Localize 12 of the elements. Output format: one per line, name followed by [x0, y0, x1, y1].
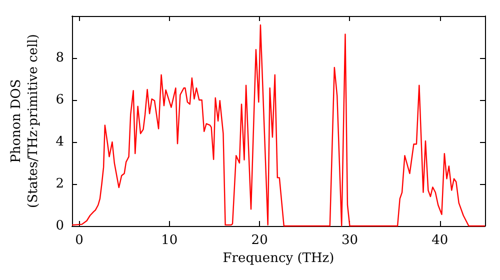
y-axis-title: Phonon DOS (States/THz·primitive cell): [9, 34, 41, 208]
y-tick-label: 6: [56, 92, 64, 108]
y-tick-label: 8: [56, 50, 64, 66]
y-tick-label: 2: [56, 176, 64, 192]
y-tick-label: 0: [56, 218, 64, 234]
x-tick-label: 10: [161, 233, 178, 248]
x-tick-label: 0: [75, 233, 84, 248]
x-tick-label: 20: [251, 233, 268, 248]
y-tick-label: 4: [56, 134, 64, 150]
x-axis-title: Frequency (THz): [222, 250, 334, 266]
x-tick-label: 40: [432, 233, 448, 248]
x-tick-label: 30: [341, 233, 358, 248]
